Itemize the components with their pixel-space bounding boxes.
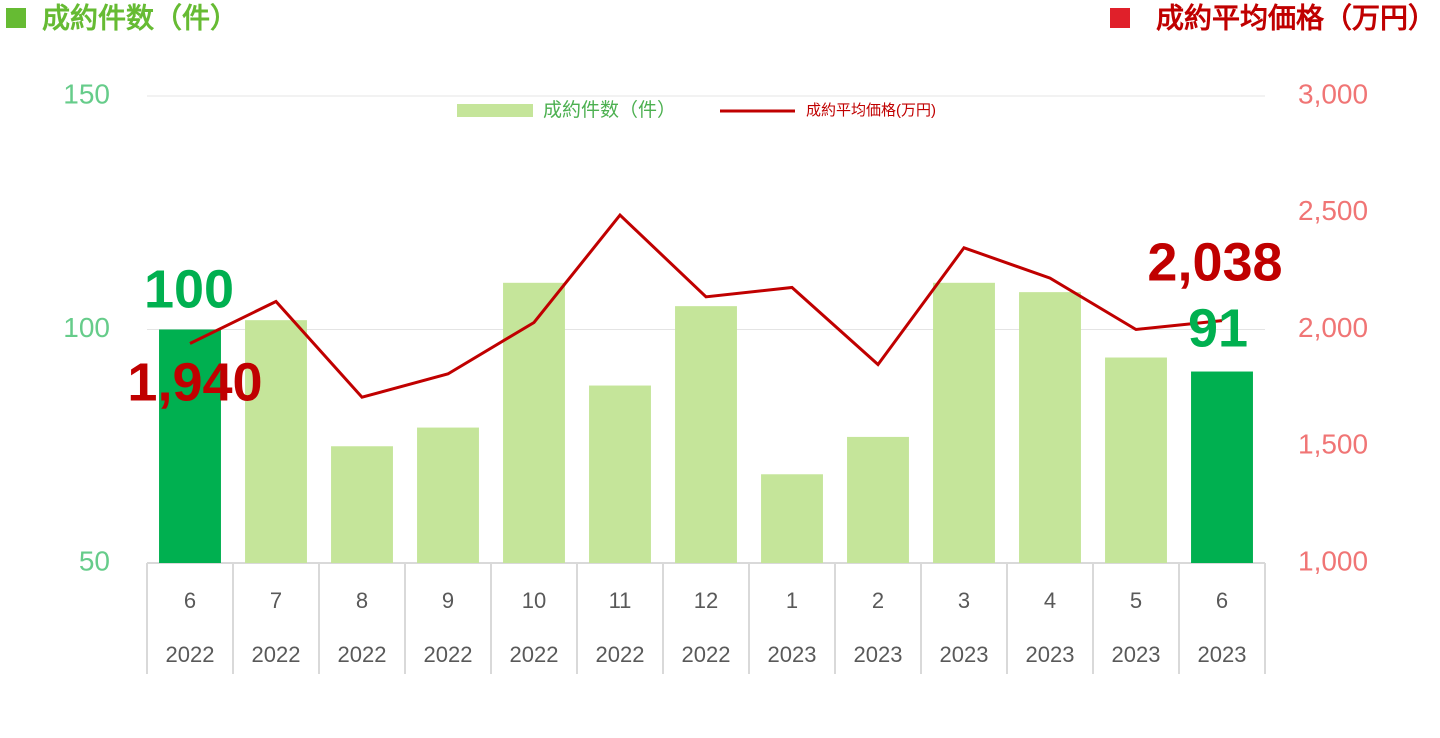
legend-line-label: 成約平均価格(万円)	[806, 102, 936, 119]
y-tick-label: 50	[79, 545, 110, 576]
x-tick-label: 6	[184, 588, 196, 613]
bar	[675, 306, 737, 563]
x-tick-label: 4	[1044, 588, 1056, 613]
bar	[417, 427, 479, 563]
x-tick-year: 2022	[166, 642, 215, 667]
y-tick-label: 100	[63, 312, 110, 343]
x-tick-label: 5	[1130, 588, 1142, 613]
x-tick-label: 12	[694, 588, 718, 613]
bar	[761, 474, 823, 563]
right-title-marker	[1110, 8, 1130, 28]
x-tick-label: 2	[872, 588, 884, 613]
x-tick-year: 2022	[596, 642, 645, 667]
y2-tick-label: 1,500	[1298, 429, 1368, 460]
x-tick-year: 2022	[424, 642, 473, 667]
x-tick-year: 2023	[940, 642, 989, 667]
left-axis-title: 成約件数（件）	[42, 1, 238, 33]
x-tick-label: 1	[786, 588, 798, 613]
bar	[1019, 292, 1081, 563]
bar	[245, 320, 307, 563]
x-tick-label: 8	[356, 588, 368, 613]
y2-tick-label: 2,500	[1298, 195, 1368, 226]
x-tick-year: 2023	[1112, 642, 1161, 667]
price-line	[189, 212, 1223, 399]
value-label: 100	[144, 259, 234, 319]
x-tick-year: 2023	[768, 642, 817, 667]
x-tick-label: 11	[609, 588, 632, 613]
x-tick-label: 9	[442, 588, 454, 613]
bar	[847, 436, 909, 563]
x-tick-year: 2023	[854, 642, 903, 667]
bar	[1191, 371, 1253, 563]
value-label: 2,038	[1147, 232, 1282, 292]
y2-tick-label: 2,000	[1298, 312, 1368, 343]
y2-tick-label: 3,000	[1298, 78, 1368, 109]
legend-bar-label: 成約件数（件）	[543, 99, 676, 121]
x-tick-year: 2022	[682, 642, 731, 667]
bar	[933, 282, 995, 563]
value-label: 91	[1188, 298, 1248, 358]
legend-bar-swatch	[457, 104, 533, 117]
x-tick-year: 2022	[510, 642, 559, 667]
y-tick-label: 150	[63, 78, 110, 109]
x-tick-label: 3	[958, 588, 970, 613]
right-axis-title: 成約平均価格（万円）	[1156, 1, 1436, 33]
bar	[589, 385, 651, 563]
bar	[331, 446, 393, 563]
x-tick-label: 6	[1216, 588, 1228, 613]
y2-tick-label: 1,000	[1298, 545, 1368, 576]
x-tick-year: 2022	[252, 642, 301, 667]
bar	[159, 329, 221, 563]
x-tick-label: 10	[522, 588, 546, 613]
x-tick-label: 7	[270, 588, 282, 613]
left-title-marker	[6, 8, 26, 28]
bar	[1105, 357, 1167, 563]
x-tick-year: 2023	[1198, 642, 1247, 667]
value-label: 1,940	[127, 352, 262, 412]
x-tick-year: 2023	[1026, 642, 1075, 667]
x-tick-year: 2022	[338, 642, 387, 667]
bar	[503, 282, 565, 563]
